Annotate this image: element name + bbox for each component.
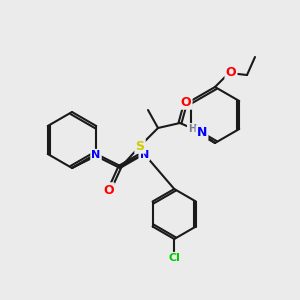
Text: H: H	[188, 124, 196, 134]
Text: O: O	[181, 95, 191, 109]
Text: N: N	[140, 150, 149, 160]
Text: N: N	[92, 150, 100, 160]
Text: O: O	[103, 184, 114, 196]
Text: O: O	[226, 65, 236, 79]
Text: N: N	[197, 127, 207, 140]
Text: Cl: Cl	[168, 253, 180, 263]
Text: S: S	[136, 140, 145, 152]
